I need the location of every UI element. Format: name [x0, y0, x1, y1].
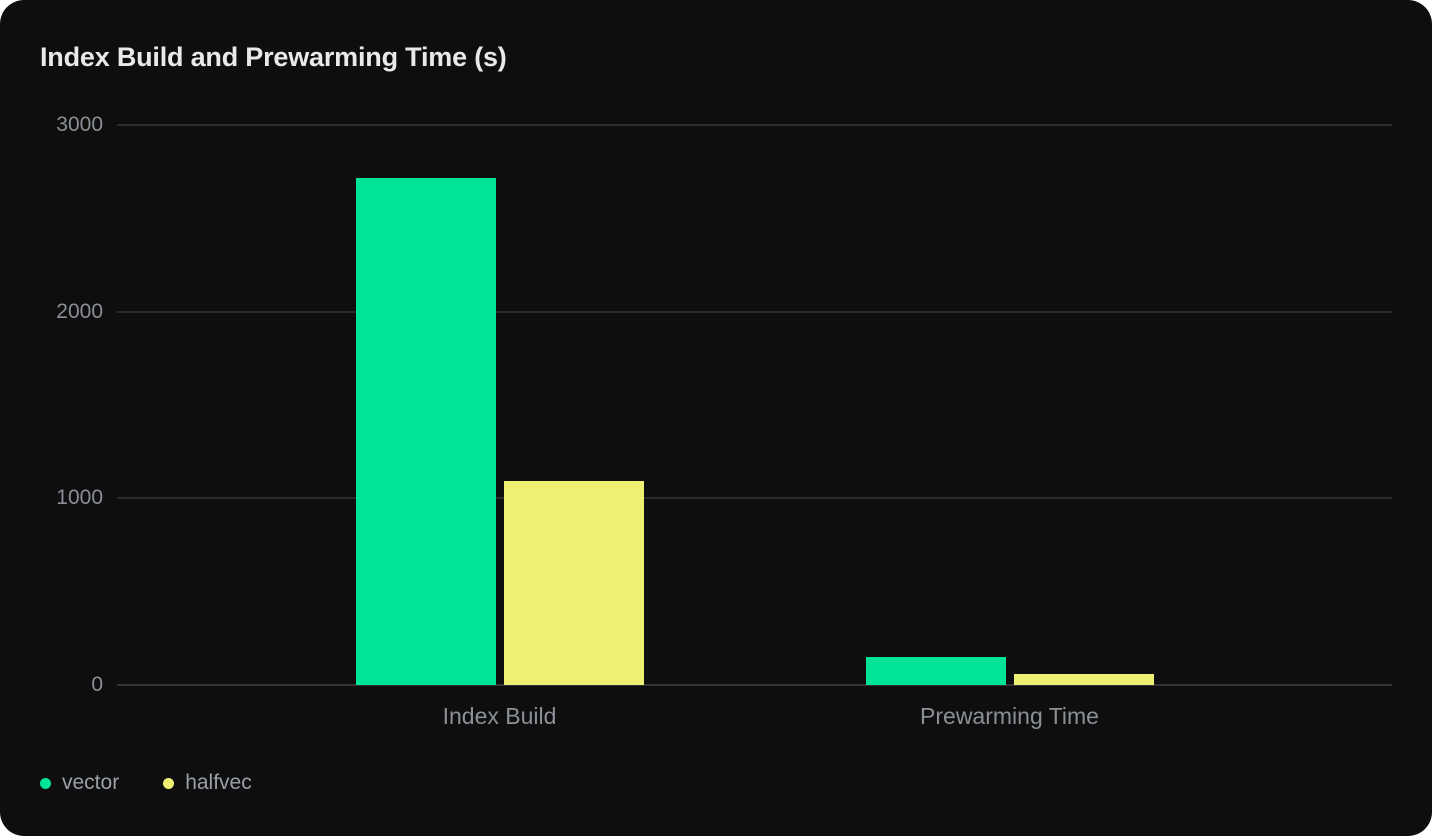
plot-area [117, 124, 1392, 686]
legend-dot-icon [40, 777, 51, 789]
y-tick-label: 0 [91, 673, 103, 696]
gridline-y1000 [117, 497, 1392, 500]
bar-vector-prewarming-time [865, 657, 1006, 685]
gridline-y3000 [117, 124, 1392, 126]
y-tick-label: 1000 [56, 486, 103, 510]
x-category-label: Prewarming Time [920, 703, 1099, 729]
gridline-y0 [117, 684, 1392, 686]
legend-item-vector[interactable]: vector [40, 770, 119, 796]
legend: vector halfvec [40, 770, 252, 796]
legend-dot-icon [163, 777, 175, 789]
legend-item-halfvec[interactable]: halfvec [163, 770, 252, 796]
gridline-y2000 [117, 310, 1392, 313]
bar-vector-index-build [355, 178, 496, 685]
y-tick-label: 2000 [56, 299, 103, 323]
legend-label: vector [62, 771, 120, 794]
legend-label: halfvec [185, 771, 252, 794]
bar-halfvec-index-build [503, 480, 644, 685]
x-category-label: Index Build [442, 703, 557, 729]
chart-title: Index Build and Prewarming Time (s) [40, 42, 507, 72]
y-tick-label: 3000 [56, 113, 103, 136]
bar-halfvec-prewarming-time [1013, 673, 1154, 685]
